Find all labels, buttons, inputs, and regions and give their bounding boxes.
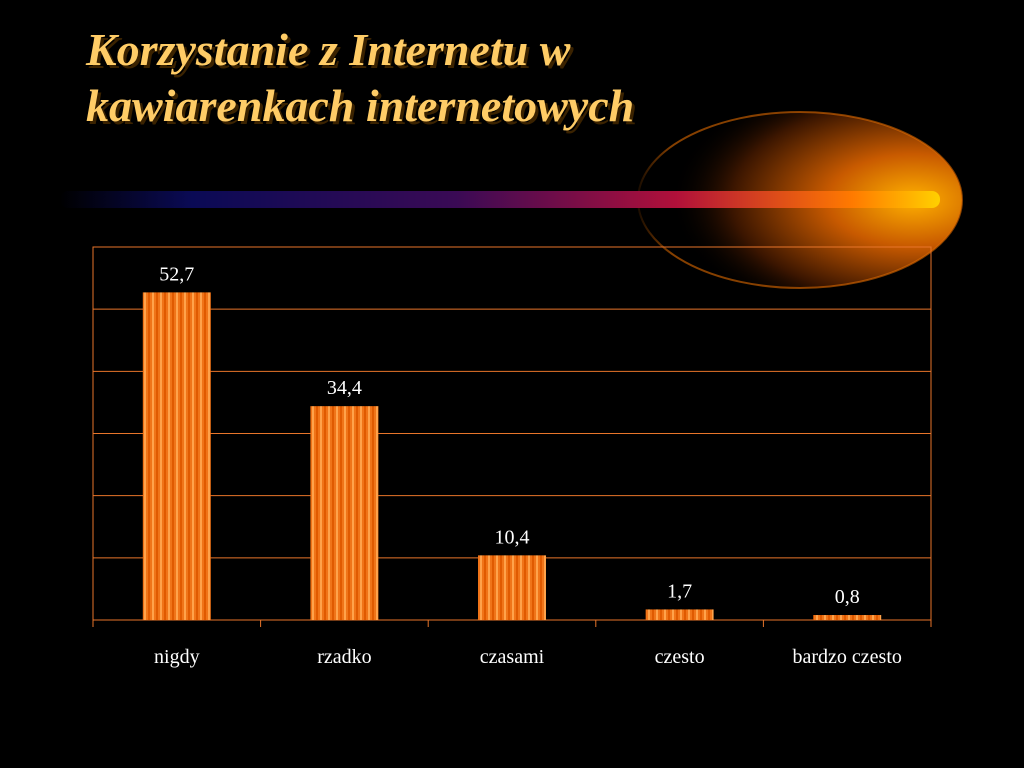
gradient-rule <box>60 191 940 208</box>
bar-rzadko <box>310 406 379 620</box>
data-label: 1,7 <box>667 580 692 602</box>
data-label: 34,4 <box>327 377 362 399</box>
x-tick-label: czasami <box>480 646 545 668</box>
data-label: 0,8 <box>835 586 860 608</box>
x-tick-label: bardzo czesto <box>793 646 902 668</box>
bar-czasami <box>478 555 546 620</box>
slide-title-line-1: Korzystanie z Internetu w <box>86 24 571 75</box>
bar-czesto <box>645 609 714 620</box>
x-tick-label: rzadko <box>317 646 371 668</box>
data-label: 52,7 <box>159 263 194 285</box>
gridlines <box>93 308 931 559</box>
slide-title-line-2: kawiarenkach internetowych <box>86 80 635 131</box>
bar-bardzo-czesto <box>813 615 882 620</box>
bar-nigdy <box>142 292 211 620</box>
x-axis: nigdy rzadko czasami czesto bardzo czesto <box>92 620 932 668</box>
data-label: 10,4 <box>495 526 530 548</box>
bars: 52,7 34,4 10,4 1,7 0,8 <box>142 263 882 620</box>
x-tick-label: czesto <box>655 646 705 668</box>
slide-title: Korzystanie z Internetu w kawiarenkach i… <box>86 22 886 134</box>
x-tick-label: nigdy <box>154 646 200 668</box>
